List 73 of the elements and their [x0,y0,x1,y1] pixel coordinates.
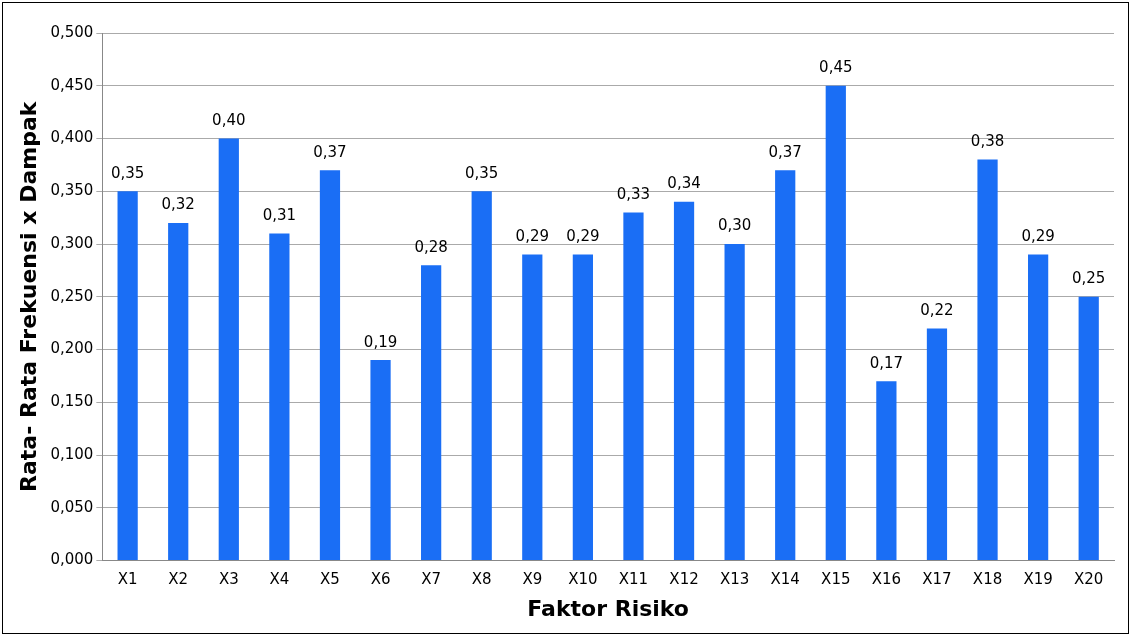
bar [168,222,189,561]
data-label: 0,29 [515,226,549,245]
y-tick-label: 0,400 [50,128,94,147]
x-tick-label: X1 [117,570,138,589]
bar [269,233,290,561]
bar [522,254,543,561]
x-tick-label: X14 [770,570,800,589]
x-tick-label: X8 [471,570,492,589]
bar [825,85,846,561]
bar [218,138,239,561]
data-label: 0,25 [1072,269,1106,288]
data-label: 0,33 [616,184,651,203]
bar [370,360,391,561]
y-tick-label: 0,050 [50,497,94,516]
x-axis-title: Faktor Risiko [527,595,689,621]
y-tick-label: 0,450 [50,75,94,94]
y-tick-label: 0,200 [50,339,94,358]
x-tick-label: X15 [821,570,851,589]
x-tick-label: X5 [320,570,340,589]
data-label: 0,37 [768,142,802,161]
bar [724,244,745,561]
y-tick-label: 0,150 [50,392,94,411]
data-label: 0,29 [566,226,600,245]
y-tick-label: 0,300 [50,233,94,252]
bar [977,159,998,561]
data-label: 0,45 [819,58,853,77]
x-tick-label: X11 [618,570,649,589]
data-label: 0,38 [970,132,1005,151]
data-label: 0,37 [313,142,347,161]
bar [926,328,948,561]
bar [421,265,442,561]
data-label: 0,30 [717,216,752,235]
bar [471,191,492,561]
data-label: 0,28 [414,237,448,256]
y-tick-label: 0,100 [50,444,94,463]
y-axis-title: Rata- Rata Frekuensi x Dampak [15,100,41,493]
x-tick-label: X17 [922,570,952,589]
bar [572,254,593,561]
x-tick-label: X16 [871,570,902,589]
bar [623,212,644,561]
bar [876,381,897,561]
data-label: 0,32 [161,195,195,214]
x-tick-label: X7 [421,570,442,589]
bar [117,191,138,561]
data-label: 0,19 [363,332,398,351]
data-label: 0,34 [667,174,701,193]
y-tick-label: 0,000 [50,550,94,569]
data-label: 0,31 [262,205,297,224]
data-label: 0,40 [212,110,246,129]
bar [1028,254,1049,561]
x-tick-label: X12 [669,570,699,589]
x-tick-label: X6 [370,570,391,589]
data-label: 0,35 [110,163,145,182]
y-tick-label: 0,500 [50,22,94,41]
x-tick-label: X13 [719,570,750,589]
x-tick-label: X20 [1074,570,1104,589]
x-tick-label: X19 [1023,570,1053,589]
x-tick-label: X10 [568,570,598,589]
data-label: 0,29 [1021,226,1055,245]
x-tick-label: X3 [218,570,239,589]
x-tick-label: X4 [269,570,290,589]
bar [319,170,341,561]
bar [1078,296,1099,561]
y-tick-label: 0,250 [50,286,94,305]
bar [775,170,796,561]
x-tick-label: X9 [522,570,543,589]
bar [673,201,695,561]
data-label: 0,22 [920,300,954,319]
x-tick-label: X18 [972,570,1003,589]
data-label: 0,35 [465,163,499,182]
x-tick-label: X2 [168,570,189,589]
y-tick-label: 0,350 [50,181,94,200]
data-label: 0,17 [869,353,904,372]
